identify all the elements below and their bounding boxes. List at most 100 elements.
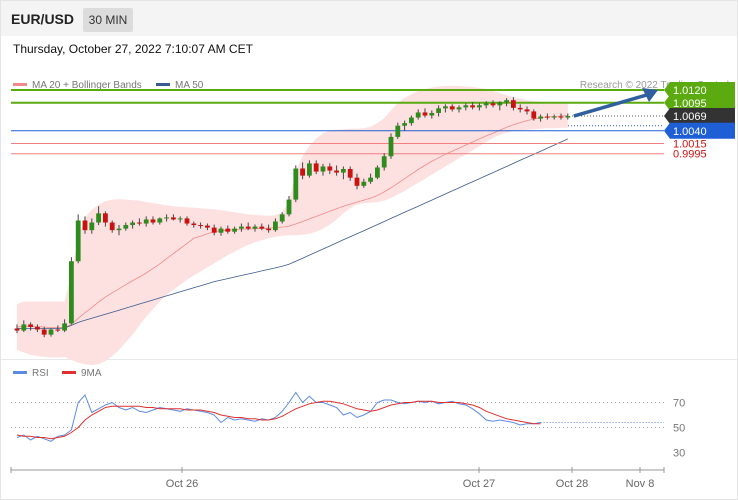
candle-body	[517, 107, 523, 110]
candle	[327, 163, 333, 175]
resistance-label: 1.0120	[673, 85, 707, 97]
candle-body	[55, 329, 61, 331]
candle	[449, 104, 455, 112]
candle-body	[415, 112, 421, 118]
candle	[259, 223, 265, 231]
candle-body	[320, 166, 326, 172]
time-tick-label: Oct 27	[463, 478, 495, 490]
candle-body	[205, 225, 210, 228]
candle	[511, 97, 516, 111]
credit-text: Research © 2022 Trading Central	[579, 80, 729, 91]
candle-body	[293, 168, 299, 200]
candle-body	[232, 228, 237, 232]
candle	[300, 162, 305, 180]
last-price-label: 1.0069	[673, 111, 707, 123]
candle	[490, 100, 496, 108]
candle	[211, 224, 217, 236]
candle-body	[252, 226, 258, 229]
candle	[252, 224, 258, 232]
candle-body	[409, 117, 414, 124]
ma20-line	[16, 115, 568, 328]
candle	[35, 324, 40, 333]
candle	[517, 104, 523, 113]
candle-body	[75, 220, 81, 262]
candle-body	[443, 106, 448, 109]
candle-body	[347, 169, 353, 178]
candle	[191, 221, 197, 228]
candle-body	[538, 116, 543, 119]
candle	[334, 165, 339, 176]
candle-body	[504, 100, 509, 103]
legend-ma9: 9MA	[62, 368, 102, 379]
candle	[157, 217, 163, 225]
candle	[218, 226, 224, 236]
candle	[41, 326, 47, 338]
candle	[347, 166, 353, 181]
candle-body	[565, 116, 571, 118]
candle	[116, 225, 122, 236]
rsi-swatch	[13, 370, 27, 374]
candle-body	[35, 326, 40, 330]
bollinger-band	[17, 85, 568, 366]
candle-body	[123, 225, 129, 229]
candle-body	[130, 222, 135, 226]
candle	[477, 103, 482, 111]
candle-body	[239, 226, 244, 229]
ma50-line	[17, 138, 568, 329]
pivot-tag	[664, 122, 735, 139]
candle-body	[259, 226, 265, 229]
legend-ma9-label: 9MA	[81, 368, 102, 379]
candle	[504, 98, 509, 107]
candle-body	[429, 112, 435, 116]
candle-body	[266, 228, 271, 231]
candle-body	[279, 214, 285, 222]
candle-body	[354, 177, 360, 186]
candle	[395, 122, 401, 139]
candle	[320, 163, 326, 176]
candle	[103, 211, 108, 227]
time-tick-label: Oct 28	[556, 478, 588, 490]
candle-body	[511, 100, 516, 108]
resistance-tag	[664, 94, 735, 111]
candle-body	[300, 168, 305, 176]
candle	[463, 103, 469, 111]
legend-ma20-label: MA 20 + Bollinger Bands	[32, 80, 142, 91]
rsi-tick-label: 70	[673, 398, 685, 410]
candle-body	[143, 219, 149, 224]
rsi-ma9-line	[16, 400, 541, 440]
candle-body	[177, 218, 183, 220]
timeframe-badge[interactable]: 30 MIN	[83, 8, 133, 32]
candle	[96, 206, 101, 226]
candle	[375, 165, 380, 180]
chart-header: EUR/USD 30 MIN	[1, 1, 737, 36]
candle-body	[273, 221, 278, 231]
candle	[286, 196, 292, 217]
candle	[307, 160, 312, 178]
candle-body	[103, 213, 108, 223]
candle-body	[477, 105, 482, 108]
candle	[415, 109, 421, 120]
candle	[55, 325, 61, 333]
candle-body	[307, 163, 312, 176]
candle-body	[211, 227, 217, 233]
candle-body	[327, 166, 333, 171]
candle	[14, 324, 20, 334]
candle	[436, 105, 441, 117]
candle-body	[449, 106, 455, 110]
candle-body	[48, 329, 54, 335]
candle-body	[545, 116, 550, 118]
candle	[456, 105, 462, 113]
candle-body	[470, 105, 475, 108]
candle	[558, 113, 564, 120]
candle	[245, 222, 251, 231]
candle	[361, 178, 367, 188]
candle-body	[69, 261, 74, 324]
candle-body	[463, 105, 469, 108]
candle	[109, 220, 115, 233]
candle-body	[109, 222, 115, 231]
legend-ma20: MA 20 + Bollinger Bands	[13, 80, 142, 91]
symbol-title: EUR/USD	[11, 11, 75, 27]
candle	[341, 166, 346, 180]
projection-arrow-shaft	[573, 92, 651, 118]
candle	[538, 114, 543, 122]
